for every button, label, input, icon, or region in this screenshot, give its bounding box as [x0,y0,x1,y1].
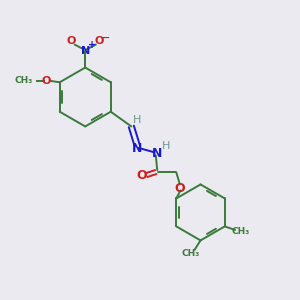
Text: N: N [81,46,90,56]
Text: N: N [152,147,162,160]
Text: H: H [132,115,141,125]
Text: +: + [88,40,96,50]
Text: CH₃: CH₃ [14,76,33,85]
Text: −: − [100,32,110,45]
Text: CH₃: CH₃ [232,227,250,236]
Text: O: O [42,76,51,86]
Text: O: O [66,36,76,46]
Text: CH₃: CH₃ [182,249,200,258]
Text: H: H [162,142,170,152]
Text: O: O [136,169,147,182]
Text: O: O [174,182,184,195]
Text: N: N [132,142,142,155]
Text: O: O [95,36,104,46]
